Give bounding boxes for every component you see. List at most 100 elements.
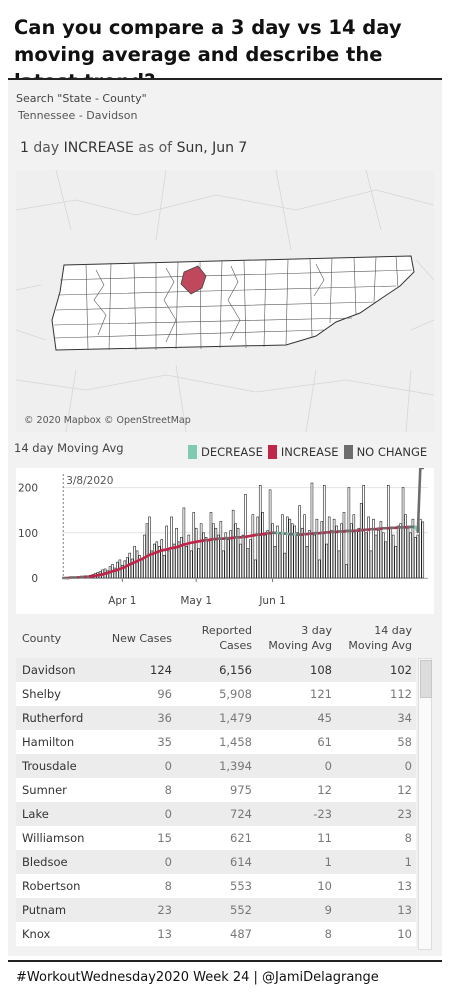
table-row[interactable]: Shelby 96 5,908 121 112 xyxy=(16,682,416,706)
bar xyxy=(286,516,289,579)
bar xyxy=(335,525,338,579)
table-body: Davidson 124 6,156 108 102 Shelby 96 5,908 121 11… xyxy=(16,658,416,946)
bar xyxy=(177,541,181,579)
ma3-cell: 0 xyxy=(324,759,332,773)
bar xyxy=(406,527,410,579)
trend-mid-text: day xyxy=(28,140,64,156)
table-row[interactable]: Knox 13 487 8 10 xyxy=(16,922,416,946)
x-tick-label: Jun 1 xyxy=(258,595,285,607)
bar xyxy=(148,516,151,579)
reported-cases-cell: 487 xyxy=(230,927,252,941)
bar xyxy=(207,539,210,579)
bar xyxy=(318,559,321,579)
bar xyxy=(281,514,284,579)
new-cases-cell: 35 xyxy=(157,735,172,749)
bar xyxy=(354,530,358,579)
reported-cases-cell: 1,458 xyxy=(219,735,252,749)
bar xyxy=(377,530,380,579)
table-row[interactable]: Williamson 15 621 11 8 xyxy=(16,826,416,850)
bar xyxy=(391,534,395,579)
table-scrollbar[interactable] xyxy=(418,658,432,950)
header-3day-ma[interactable]: 3 day Moving Avg xyxy=(268,624,332,652)
scrollbar-thumb[interactable] xyxy=(420,660,432,698)
bar xyxy=(374,534,378,579)
bar xyxy=(266,530,269,579)
new-cases-cell: 0 xyxy=(164,807,172,821)
bar xyxy=(135,550,139,579)
bar xyxy=(138,555,141,579)
bar xyxy=(350,523,353,579)
bar xyxy=(224,532,228,579)
table-row[interactable]: Robertson 8 553 10 13 xyxy=(16,874,416,898)
table-row[interactable]: Rutherford 36 1,479 45 34 xyxy=(16,706,416,730)
legend-decrease[interactable]: DECREASE xyxy=(188,445,263,459)
bar xyxy=(229,530,232,579)
ma14-cell: 13 xyxy=(397,903,412,917)
bar xyxy=(278,532,282,579)
ma14-cell: 23 xyxy=(397,807,412,821)
bar xyxy=(194,527,198,579)
bar xyxy=(320,521,324,579)
annotation-label: 3/8/2020 xyxy=(66,475,113,487)
bar xyxy=(389,527,393,579)
bar xyxy=(192,512,196,579)
table-row[interactable]: Putnam 23 552 9 13 xyxy=(16,898,416,922)
reported-cases-cell: 621 xyxy=(230,831,252,845)
reported-cases-cell: 6,156 xyxy=(219,663,252,677)
new-cases-cell: 36 xyxy=(157,711,172,725)
bar xyxy=(283,552,287,579)
bar xyxy=(327,516,331,579)
legend-no-change[interactable]: NO CHANGE xyxy=(343,445,427,459)
legend-increase[interactable]: INCREASE xyxy=(267,445,339,459)
bar xyxy=(288,518,292,579)
county-cell: Davidson xyxy=(22,663,76,677)
header-14day-ma[interactable]: 14 day Moving Avg xyxy=(348,624,412,652)
table-row[interactable]: Bledsoe 0 614 1 1 xyxy=(16,850,416,874)
bar xyxy=(258,485,262,579)
ma3-cell: 9 xyxy=(324,903,332,917)
moving-average-chart[interactable]: 0 100 200 3/8/2020 Apr 1 May 1 Jun 1 xyxy=(16,466,434,614)
county-cell: Robertson xyxy=(22,879,81,893)
search-value[interactable]: Tennessee - Davidson xyxy=(18,109,138,122)
bar xyxy=(217,534,220,579)
bar xyxy=(387,485,390,579)
bar xyxy=(212,523,215,579)
county-cell: Lake xyxy=(22,807,49,821)
table-row[interactable]: Trousdale 0 1,394 0 0 xyxy=(16,754,416,778)
search-label: Search "State - County" xyxy=(16,92,147,105)
legend-increase-swatch xyxy=(267,445,277,459)
bar xyxy=(384,541,388,579)
table-row[interactable]: Lake 0 724 -23 23 xyxy=(16,802,416,826)
ma14-cell: 8 xyxy=(404,831,412,845)
county-cell: Knox xyxy=(22,927,51,941)
reported-cases-cell: 553 xyxy=(230,879,252,893)
bar xyxy=(359,503,363,579)
bar xyxy=(157,546,161,579)
table-row[interactable]: Sumner 8 975 12 12 xyxy=(16,778,416,802)
ma3-cell: -23 xyxy=(313,807,332,821)
bar xyxy=(399,523,402,579)
bar xyxy=(293,525,296,579)
county-map[interactable]: © 2020 Mapbox © OpenStreetMap xyxy=(16,170,434,432)
header-new-cases[interactable]: New Cases xyxy=(111,632,172,645)
header-county[interactable]: County xyxy=(22,632,62,645)
bar xyxy=(226,539,230,579)
bar xyxy=(214,527,218,579)
bar xyxy=(123,560,127,579)
header-reported-cases[interactable]: Reported Cases xyxy=(201,624,252,652)
y-tick-label: 0 xyxy=(31,573,38,585)
bar xyxy=(239,543,242,579)
bar xyxy=(130,558,134,579)
table-row[interactable]: Hamilton 35 1,458 61 58 xyxy=(16,730,416,754)
ma14-cell: 10 xyxy=(397,927,412,941)
county-cell: Sumner xyxy=(22,783,67,797)
davidson-county xyxy=(180,265,207,295)
ma3-cell: 1 xyxy=(324,855,332,869)
table-row[interactable]: Davidson 124 6,156 108 102 xyxy=(16,658,416,682)
map-attribution[interactable]: © 2020 Mapbox © OpenStreetMap xyxy=(24,415,191,426)
bar xyxy=(199,523,203,579)
bar xyxy=(290,523,294,579)
chart-svg: 0 100 200 3/8/2020 Apr 1 May 1 Jun 1 xyxy=(18,466,428,607)
bar xyxy=(219,521,223,579)
bar xyxy=(308,530,311,579)
